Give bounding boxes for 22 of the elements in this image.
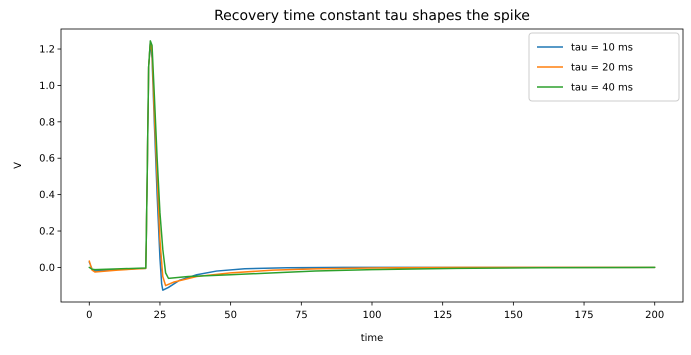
y-axis-title: V [13, 162, 24, 169]
x-tick-label: 75 [294, 310, 308, 321]
x-tick-label: 150 [504, 310, 523, 321]
x-tick-label: 100 [362, 310, 382, 321]
x-tick-label: 0 [86, 310, 92, 321]
y-tick-label: 0.8 [39, 117, 55, 128]
x-tick-label: 25 [154, 310, 166, 321]
x-tick-label: 175 [574, 310, 594, 321]
x-tick-label: 200 [645, 310, 664, 321]
y-tick-label: 1.2 [39, 44, 55, 56]
y-tick-label: 1.0 [39, 80, 55, 92]
legend-label: tau = 40 ms [571, 82, 633, 94]
y-tick-label: 0.2 [39, 226, 55, 238]
legend-label: tau = 20 ms [571, 62, 633, 74]
x-tick-label: 125 [433, 310, 452, 321]
legend-label: tau = 10 ms [571, 42, 633, 54]
chart-title: Recovery time constant tau shapes the spike [214, 8, 530, 24]
y-tick-label: 0.6 [39, 154, 55, 165]
y-tick-label: 0.4 [39, 190, 55, 202]
y-tick-label: 0.0 [39, 262, 55, 274]
x-axis-title: time [360, 333, 384, 344]
x-tick-label: 50 [224, 310, 238, 321]
